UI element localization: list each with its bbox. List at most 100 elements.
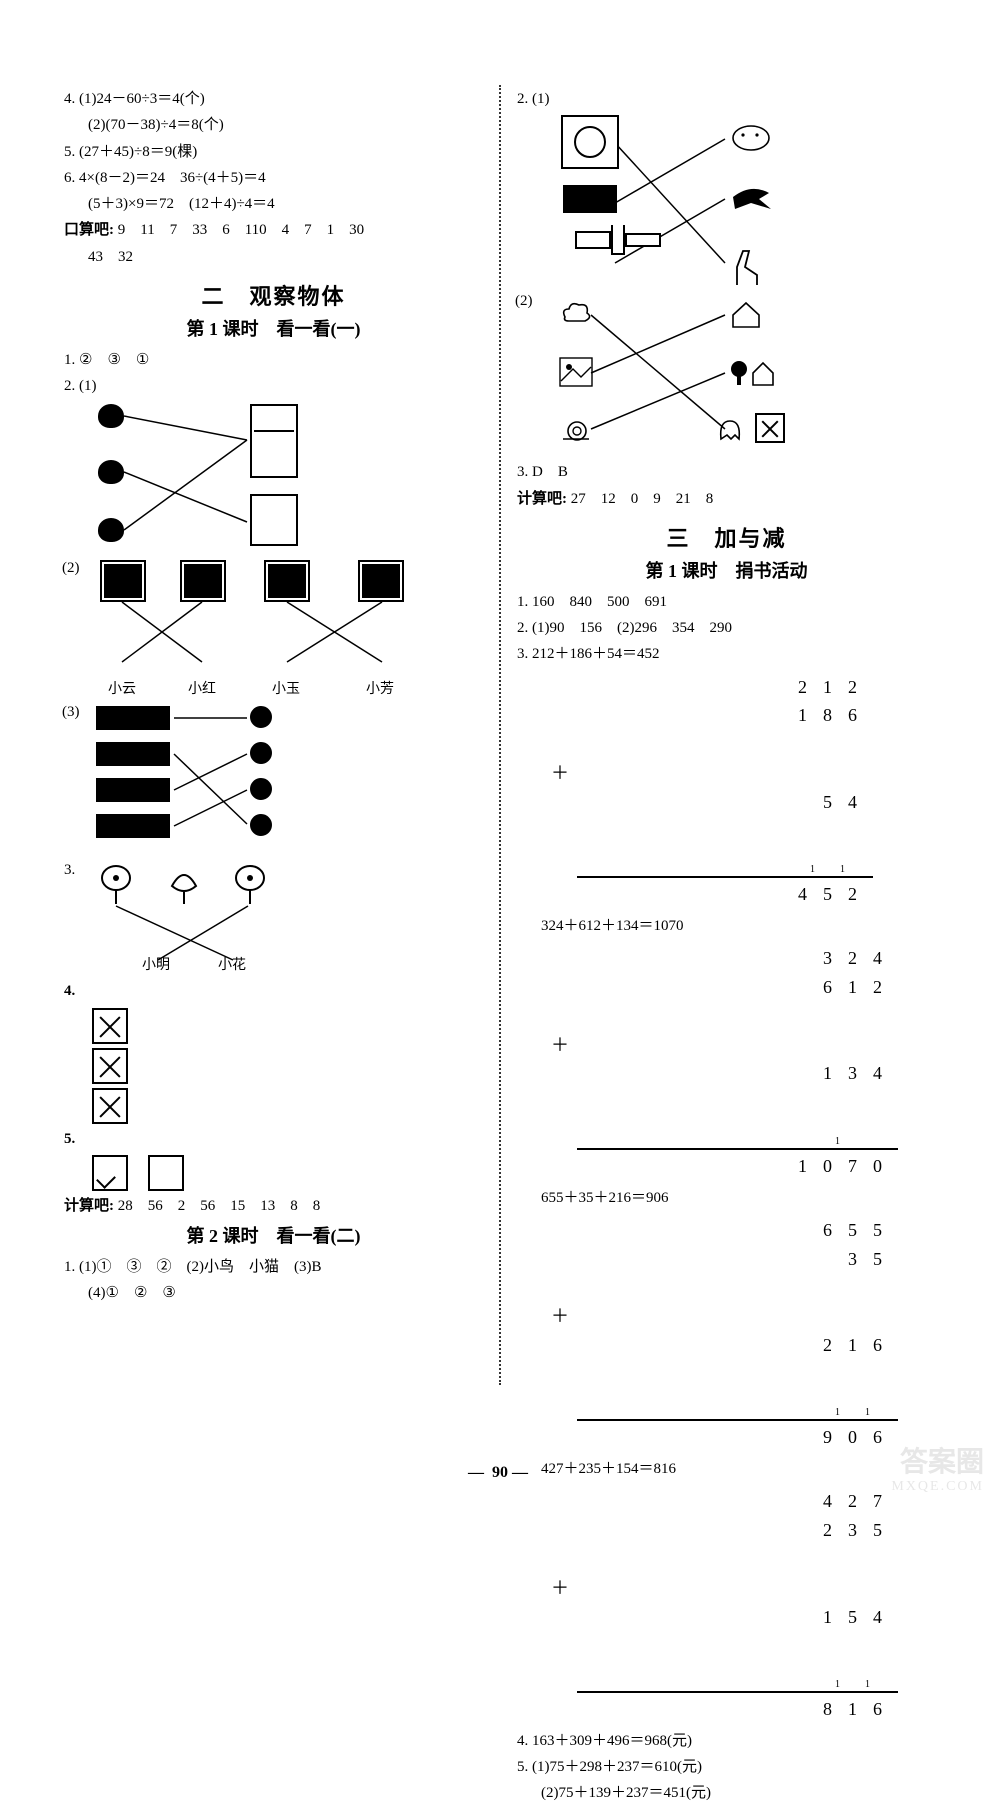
- text-line: (5＋3)×9＝72 (12＋4)÷4＝4: [64, 193, 483, 216]
- match-diagram-3: 3. 小明 小花: [68, 862, 308, 972]
- lesson-1-title: 第 1 课时 看一看(一): [64, 315, 483, 341]
- q4-label: 4.: [64, 980, 483, 1003]
- shape-bar-icon: [563, 185, 617, 213]
- fridge-icon: [250, 494, 298, 546]
- sub-label: (2): [62, 560, 80, 577]
- plus-icon: ＋: [551, 759, 569, 788]
- addition-block-4: 427 235 ＋ 154 11 816: [517, 1487, 936, 1723]
- name-label: 小玉: [272, 678, 300, 698]
- empty-box-icon: [148, 1155, 184, 1191]
- snail-icon: [559, 415, 593, 443]
- text-line: 6. 4×(8－2)＝24 36÷(4＋5)＝4: [64, 167, 483, 190]
- q3-label: 3.: [64, 862, 75, 879]
- text-line: (2)(70－38)÷4＝8(个): [64, 114, 483, 137]
- x-box-icon: [92, 1008, 128, 1044]
- cloud-icon: [559, 299, 593, 327]
- x-box-icon: [755, 413, 785, 443]
- calc-sum: 906: [577, 1421, 898, 1452]
- text-line: 4. 163＋309＋496＝968(元): [517, 1730, 936, 1753]
- box-row: [92, 1155, 483, 1191]
- shape-square-circle-icon: [561, 115, 619, 169]
- text-line: 324＋612＋134＝1070: [517, 915, 936, 938]
- house-icon: [729, 299, 763, 329]
- q3-answer: 3. D B: [517, 461, 936, 484]
- box-row: [92, 1008, 483, 1044]
- mental-values-2: 43 32: [64, 246, 483, 269]
- calc-row-op: ＋ 54 11: [577, 730, 873, 878]
- match-lines-icon: [92, 402, 352, 552]
- head-icon: [98, 404, 124, 428]
- column-divider: [499, 85, 501, 1385]
- calc-label: 计算吧:: [517, 491, 567, 507]
- head-icon: [250, 778, 272, 800]
- head-icon: [250, 814, 272, 836]
- calc-row: 612: [577, 973, 898, 1002]
- name-label: 小明: [142, 954, 170, 974]
- page-number: — 90 —: [0, 1464, 1000, 1482]
- text-line: 5. (27＋45)÷8＝9(棵): [64, 141, 483, 164]
- mental-label: 口算吧:: [64, 222, 114, 238]
- q5-label: 5.: [64, 1128, 483, 1151]
- calc-line: 计算吧: 27 12 0 9 21 8: [517, 488, 936, 511]
- top-icon: [166, 862, 202, 906]
- calc-values: 27 12 0 9 21 8: [571, 491, 714, 507]
- watermark-line2: MXQE.COM: [891, 1479, 984, 1496]
- calc-row: 655: [577, 1216, 898, 1245]
- calc-line: 计算吧: 28 56 2 56 15 13 8 8: [64, 1195, 483, 1218]
- truck-icon: [96, 742, 170, 766]
- addition-block-3: 655 35 ＋ 216 11 906: [517, 1216, 936, 1452]
- mental-values: 9 11 7 33 6 110 4 7 1 30: [118, 222, 364, 238]
- calc-row: 235: [577, 1516, 898, 1545]
- name-label: 小云: [108, 678, 136, 698]
- ghost-x-icon: [715, 415, 745, 445]
- lesson-2-title: 第 2 课时 看一看(二): [64, 1222, 483, 1248]
- calc-label: 计算吧:: [64, 1198, 114, 1214]
- calc-row: 427: [577, 1487, 898, 1516]
- box-row: [92, 1088, 483, 1124]
- head-icon: [98, 460, 124, 484]
- text-line: 1. (1)① ③ ② (2)小鸟 小猫 (3)B: [64, 1256, 483, 1279]
- watermark-line1: 答案圈: [891, 1446, 984, 1480]
- match-diagram-r2-1: [545, 115, 805, 285]
- tree-house-icon: [729, 357, 775, 387]
- giraffe-icon: [729, 245, 767, 289]
- section-3-title: 三 加与减: [517, 521, 936, 553]
- top-icon: [232, 862, 268, 906]
- photo-frame-icon: [264, 560, 310, 602]
- top-icon: [98, 862, 134, 906]
- section-2-title: 二 观察物体: [64, 279, 483, 311]
- box-row: [92, 1048, 483, 1084]
- x-box-icon: [92, 1088, 128, 1124]
- calc-sum: 816: [577, 1693, 898, 1724]
- sub-label: (2): [515, 293, 533, 310]
- watermark: 答案圈 MXQE.COM: [891, 1446, 984, 1496]
- name-label: 小花: [218, 954, 246, 974]
- plus-icon: ＋: [551, 1574, 569, 1603]
- x-box-icon: [92, 1048, 128, 1084]
- sub-label: (3): [62, 704, 80, 721]
- calc-row: 212: [577, 673, 873, 702]
- names-row: 小云 小红 小玉 小芳: [92, 678, 483, 700]
- calc-row-op: ＋ 154 11: [577, 1545, 898, 1693]
- calc-row-op: ＋ 134 1: [577, 1002, 898, 1150]
- truck-icon: [96, 814, 170, 838]
- swallow-icon: [729, 183, 773, 213]
- calc-sum: 1070: [577, 1150, 898, 1181]
- text-line: (2)75＋139＋237＝451(元): [517, 1782, 936, 1805]
- plus-icon: ＋: [551, 1031, 569, 1060]
- shape-pillar-icon: [575, 225, 661, 255]
- calc-row: 35: [577, 1245, 898, 1274]
- mental-calc: 口算吧: 9 11 7 33 6 110 4 7 1 30: [64, 219, 483, 242]
- photo-frame-icon: [100, 560, 146, 602]
- addition-block-2: 324 612 ＋ 134 1 1070: [517, 944, 936, 1180]
- text-line: 655＋35＋216＝906: [517, 1187, 936, 1210]
- fridge-icon: [250, 404, 298, 478]
- left-column: 4. (1)24－60÷3＝4(个) (2)(70－38)÷4＝8(个) 5. …: [50, 85, 497, 1385]
- q2-1-label: 2. (1): [517, 88, 936, 111]
- check-box-icon: [92, 1155, 128, 1191]
- match-diagram-2-3: (3): [92, 704, 332, 854]
- match-diagram-r2-2: (2): [545, 293, 805, 453]
- q1-answer: 1. ② ③ ①: [64, 349, 483, 372]
- match-diagram-2-2: (2): [92, 560, 432, 670]
- photo-frame-icon: [180, 560, 226, 602]
